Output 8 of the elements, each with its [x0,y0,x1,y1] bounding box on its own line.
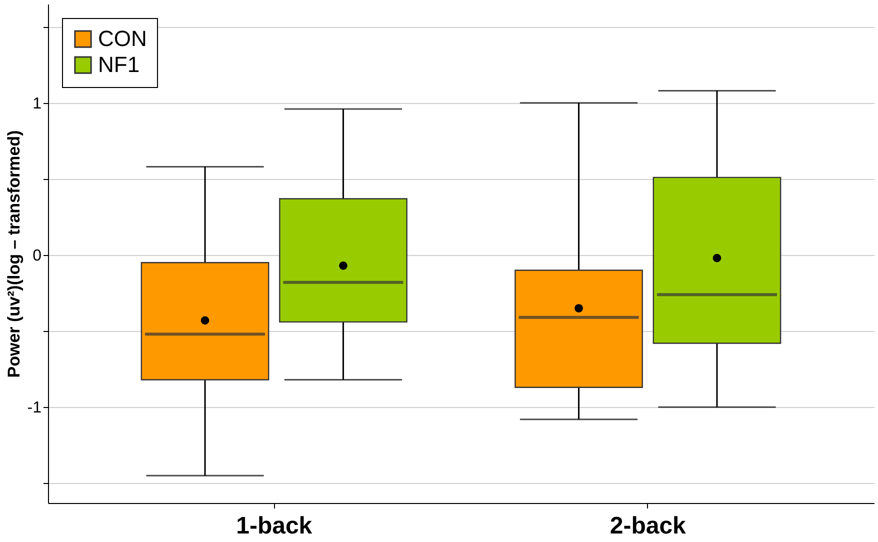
legend-label: NF1 [98,52,140,77]
y-tick-label: -1 [27,400,42,417]
y-axis-title: Power (uv²)(log – transformed) [4,130,24,378]
y-tick-label: 0 [32,248,42,265]
legend-label: CON [98,26,147,51]
x-tick-label: 1-back [236,512,313,540]
y-tick-label: 1 [32,95,42,112]
x-tick-label: 2-back [610,512,687,540]
